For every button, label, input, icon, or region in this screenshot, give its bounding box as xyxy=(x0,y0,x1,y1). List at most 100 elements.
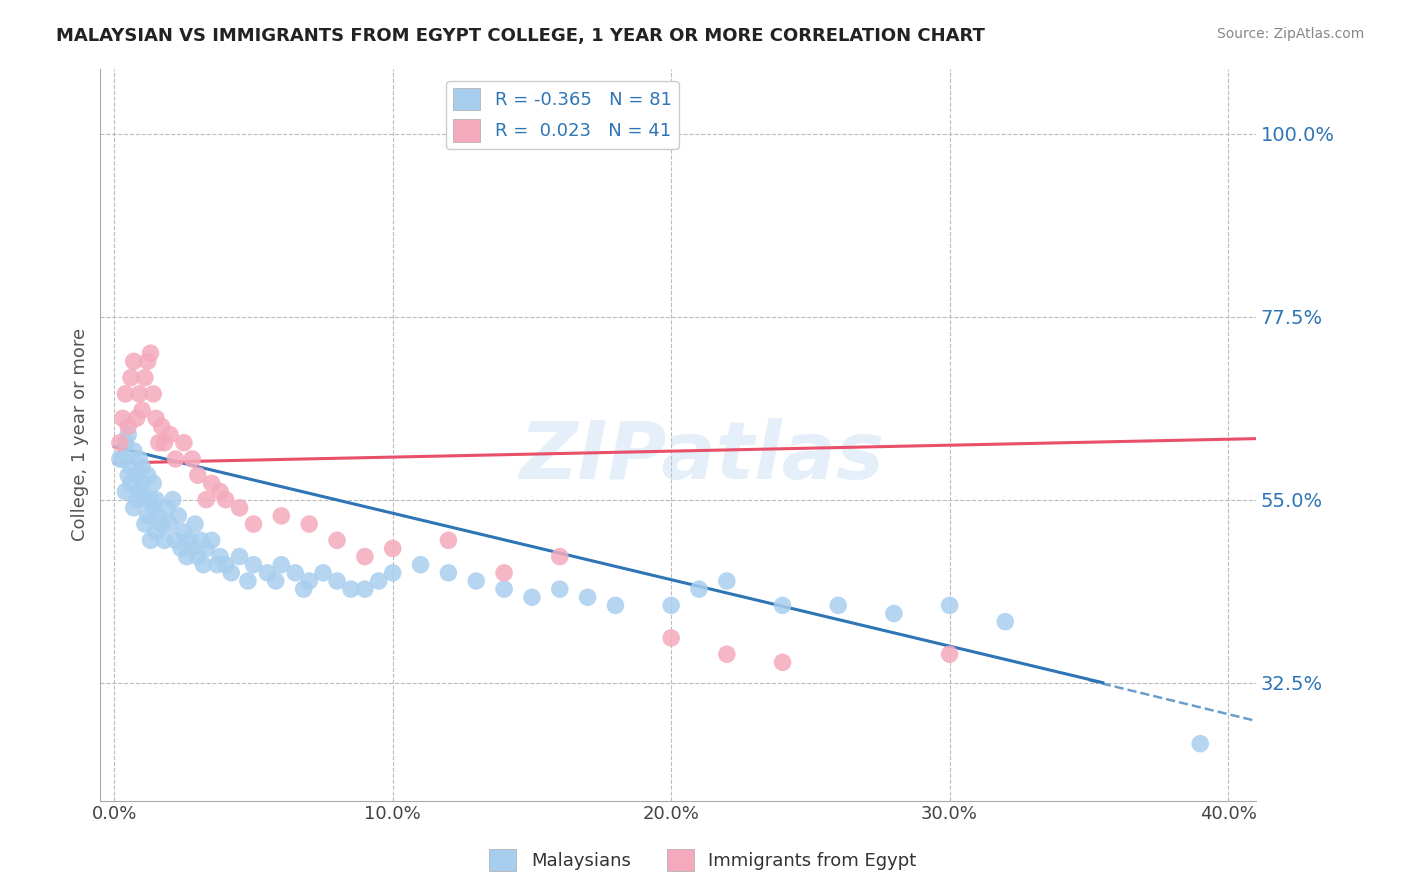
Point xyxy=(162,492,184,507)
Point xyxy=(326,533,349,548)
Point xyxy=(207,558,229,572)
Point xyxy=(142,387,165,401)
Point xyxy=(437,566,460,580)
Point xyxy=(193,558,215,572)
Point xyxy=(187,468,209,483)
Point xyxy=(139,346,162,360)
Point xyxy=(326,574,349,588)
Point xyxy=(122,354,145,368)
Point xyxy=(117,427,139,442)
Point xyxy=(195,541,218,556)
Point xyxy=(136,508,159,523)
Point xyxy=(128,452,150,467)
Point xyxy=(173,435,195,450)
Point xyxy=(184,516,207,531)
Point xyxy=(209,484,232,499)
Point xyxy=(173,525,195,540)
Point xyxy=(284,566,307,580)
Point xyxy=(236,574,259,588)
Point xyxy=(340,582,363,596)
Point xyxy=(114,484,136,499)
Point xyxy=(122,500,145,515)
Point xyxy=(142,500,165,515)
Point xyxy=(772,599,794,613)
Point xyxy=(605,599,627,613)
Text: MALAYSIAN VS IMMIGRANTS FROM EGYPT COLLEGE, 1 YEAR OR MORE CORRELATION CHART: MALAYSIAN VS IMMIGRANTS FROM EGYPT COLLE… xyxy=(56,27,986,45)
Point xyxy=(120,476,142,491)
Point xyxy=(465,574,488,588)
Point xyxy=(148,435,170,450)
Point xyxy=(312,566,335,580)
Point xyxy=(270,558,292,572)
Point xyxy=(165,533,187,548)
Point xyxy=(256,566,278,580)
Point xyxy=(264,574,287,588)
Point xyxy=(214,492,236,507)
Point xyxy=(994,615,1017,629)
Point xyxy=(117,468,139,483)
Point xyxy=(108,452,131,467)
Point xyxy=(150,516,173,531)
Point xyxy=(111,452,134,467)
Point xyxy=(128,484,150,499)
Point xyxy=(298,516,321,531)
Point xyxy=(270,508,292,523)
Point xyxy=(122,443,145,458)
Point xyxy=(659,631,682,645)
Point xyxy=(125,468,148,483)
Point xyxy=(242,516,264,531)
Point xyxy=(494,582,516,596)
Point xyxy=(201,533,224,548)
Point xyxy=(716,574,738,588)
Point xyxy=(242,558,264,572)
Point xyxy=(409,558,432,572)
Point xyxy=(520,591,543,605)
Point xyxy=(219,566,242,580)
Point xyxy=(181,541,204,556)
Point xyxy=(131,476,153,491)
Point xyxy=(167,508,190,523)
Point xyxy=(938,599,960,613)
Point xyxy=(659,599,682,613)
Point xyxy=(548,549,571,564)
Point xyxy=(145,492,167,507)
Point xyxy=(381,541,404,556)
Point xyxy=(120,370,142,384)
Point xyxy=(145,525,167,540)
Point xyxy=(576,591,599,605)
Point xyxy=(134,492,156,507)
Point xyxy=(117,419,139,434)
Point xyxy=(179,533,201,548)
Point xyxy=(228,500,250,515)
Point xyxy=(111,411,134,425)
Legend: Malaysians, Immigrants from Egypt: Malaysians, Immigrants from Egypt xyxy=(482,842,924,879)
Point xyxy=(298,574,321,588)
Point xyxy=(150,419,173,434)
Point xyxy=(142,476,165,491)
Point xyxy=(883,607,905,621)
Legend: R = -0.365   N = 81, R =  0.023   N = 41: R = -0.365 N = 81, R = 0.023 N = 41 xyxy=(446,81,679,149)
Point xyxy=(494,566,516,580)
Point xyxy=(136,354,159,368)
Point xyxy=(688,582,710,596)
Point xyxy=(209,549,232,564)
Point xyxy=(139,533,162,548)
Point xyxy=(716,647,738,661)
Point xyxy=(437,533,460,548)
Point xyxy=(153,435,176,450)
Point xyxy=(548,582,571,596)
Point xyxy=(190,533,212,548)
Point xyxy=(165,452,187,467)
Point xyxy=(367,574,389,588)
Point xyxy=(125,411,148,425)
Point xyxy=(195,492,218,507)
Point xyxy=(148,508,170,523)
Point xyxy=(134,370,156,384)
Point xyxy=(170,541,193,556)
Point xyxy=(108,435,131,450)
Point xyxy=(1189,737,1212,751)
Point xyxy=(381,566,404,580)
Point xyxy=(156,500,179,515)
Point xyxy=(292,582,315,596)
Point xyxy=(131,460,153,475)
